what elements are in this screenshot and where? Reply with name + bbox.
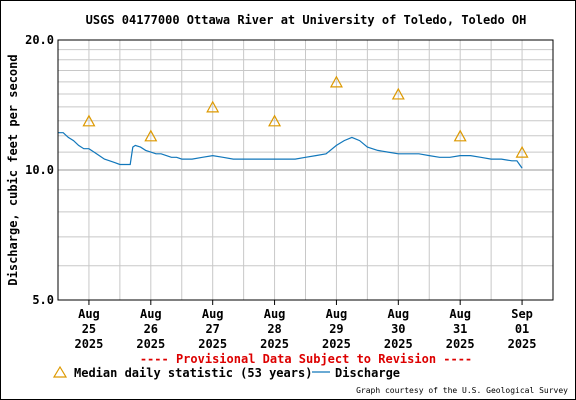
x-tick-label: 2025	[260, 337, 289, 351]
legend-median-label: Median daily statistic (53 years)	[74, 366, 312, 380]
x-tick-label: 31	[453, 322, 467, 336]
grid-lines	[58, 39, 553, 305]
median-point	[144, 129, 158, 142]
legend-discharge-label: Discharge	[335, 366, 400, 380]
legend-median-marker	[52, 365, 68, 378]
x-tick-label: 2025	[446, 337, 475, 351]
x-tick-labels: Aug252025Aug262025Aug272025Aug282025Aug2…	[74, 307, 536, 351]
x-tick-label: 29	[329, 322, 343, 336]
y-axis-label: Discharge, cubic feet per second	[6, 54, 20, 285]
x-tick-label: 2025	[136, 337, 165, 351]
y-tick-label: 5.0	[32, 293, 54, 307]
x-tick-label: 2025	[322, 337, 351, 351]
series-layer	[58, 75, 529, 169]
x-tick-label: 27	[205, 322, 219, 336]
x-tick-label: 2025	[384, 337, 413, 351]
x-tick-label: 2025	[198, 337, 227, 351]
chart-title: USGS 04177000 Ottawa River at University…	[86, 13, 527, 27]
plot-area-border	[57, 39, 554, 301]
x-tick-label: 01	[515, 322, 529, 336]
credit-text: Graph courtesy of the U.S. Geological Su…	[356, 386, 568, 395]
legend: Median daily statistic (53 years) Discha…	[52, 365, 400, 380]
median-point	[515, 145, 529, 158]
median-point	[206, 100, 220, 113]
provisional-notice: ---- Provisional Data Subject to Revisio…	[140, 352, 472, 366]
y-tick-label: 20.0	[25, 33, 54, 47]
median-point	[268, 114, 282, 127]
median-point	[329, 75, 343, 88]
x-tick-label: Aug	[264, 307, 286, 321]
x-tick-label: 25	[82, 322, 96, 336]
x-tick-label: Aug	[202, 307, 224, 321]
median-point	[82, 114, 96, 127]
x-tick-label: 2025	[508, 337, 537, 351]
x-tick-label: Aug	[78, 307, 100, 321]
median-point	[391, 87, 405, 100]
x-tick-label: Sep	[511, 307, 533, 321]
x-tick-label: Aug	[326, 307, 348, 321]
x-tick-label: 26	[144, 322, 158, 336]
median-point	[453, 129, 467, 142]
x-tick-label: 2025	[74, 337, 103, 351]
x-tick-label: Aug	[140, 307, 162, 321]
y-tick-label: 10.0	[25, 163, 54, 177]
x-tick-label: 30	[391, 322, 405, 336]
x-tick-label: Aug	[449, 307, 471, 321]
x-tick-label: Aug	[387, 307, 409, 321]
y-tick-labels: 5.0 10.0 20.0	[25, 33, 54, 307]
x-tick-label: 28	[267, 322, 281, 336]
discharge-line	[58, 132, 523, 169]
